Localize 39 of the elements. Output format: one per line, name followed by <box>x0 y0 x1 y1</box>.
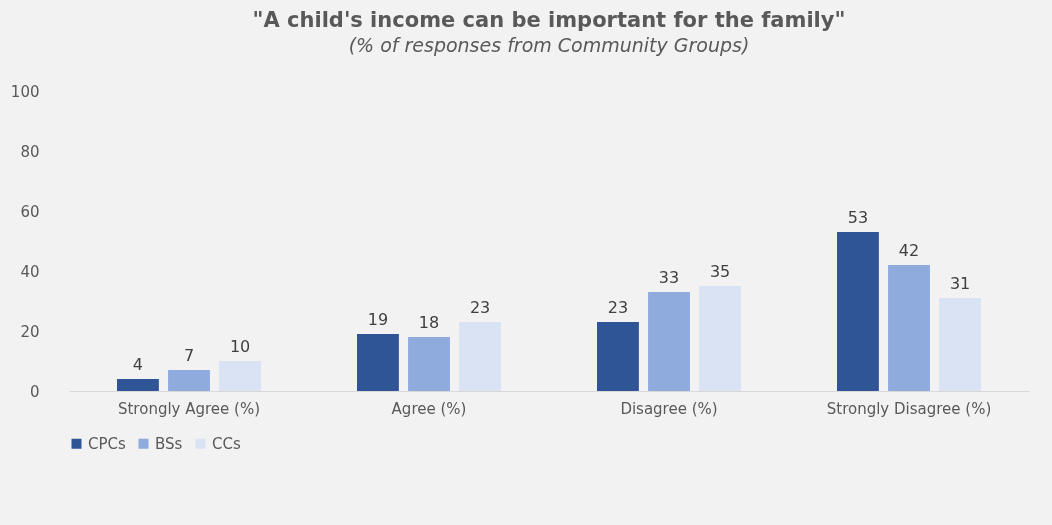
y-tick-label: 60 <box>20 202 40 221</box>
x-tick-label: Strongly Agree (%) <box>117 399 261 418</box>
legend-label: CCs <box>212 434 241 453</box>
bar <box>939 298 981 391</box>
bar <box>648 292 690 391</box>
bar <box>168 370 210 391</box>
data-label: 31 <box>949 274 971 293</box>
data-label: 18 <box>418 313 440 332</box>
bar <box>459 322 501 391</box>
bar <box>219 361 261 391</box>
y-tick-label: 100 <box>10 82 40 101</box>
data-label: 23 <box>607 298 629 317</box>
bar <box>117 379 159 391</box>
data-label: 42 <box>898 241 920 260</box>
data-label: 53 <box>847 208 869 227</box>
legend-label: CPCs <box>88 434 126 453</box>
x-tick-label: Disagree (%) <box>620 399 718 418</box>
data-label: 7 <box>183 346 195 365</box>
bar <box>357 334 399 391</box>
data-label: 4 <box>132 355 144 374</box>
y-tick-label: 80 <box>20 142 40 161</box>
y-tick-label: 0 <box>29 382 40 401</box>
chart-subtitle: (% of responses from Community Groups) <box>348 34 750 56</box>
bar <box>408 337 450 391</box>
x-tick-label: Agree (%) <box>391 399 467 418</box>
legend-label: BSs <box>155 434 183 453</box>
data-label: 19 <box>367 310 389 329</box>
bar <box>837 232 879 391</box>
data-label: 33 <box>658 268 680 287</box>
data-label: 23 <box>469 298 491 317</box>
data-label: 10 <box>229 337 251 356</box>
bar <box>699 286 741 391</box>
y-tick-label: 20 <box>20 322 40 341</box>
bar <box>888 265 930 391</box>
x-tick-label: Strongly Disagree (%) <box>826 399 992 418</box>
chart-title: "A child's income can be important for the family" <box>252 8 846 32</box>
data-label: 35 <box>709 262 731 281</box>
y-tick-label: 40 <box>20 262 40 281</box>
bar <box>597 322 639 391</box>
